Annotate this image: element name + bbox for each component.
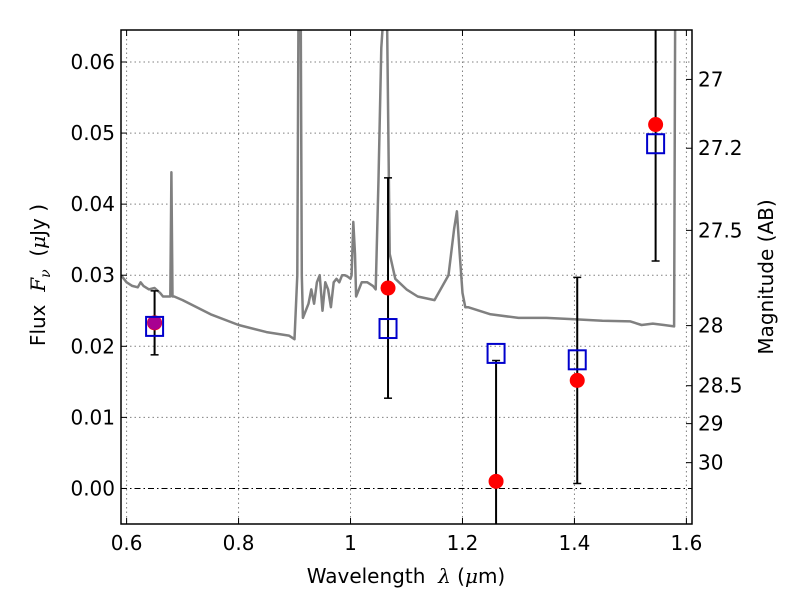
model-photometry-point xyxy=(567,349,587,371)
observed-points xyxy=(147,117,664,489)
y2-tick-label: 28.5 xyxy=(698,374,743,398)
model-photometry-point xyxy=(486,342,506,364)
y2-tick-label: 30 xyxy=(698,451,723,475)
y-axis-label: Flux Fν (μJy ) xyxy=(26,204,54,346)
y-tick-label: 0.06 xyxy=(70,50,115,74)
y-tick-label: 0.01 xyxy=(70,405,115,429)
y2-axis-label: Magnitude (AB) xyxy=(754,199,778,354)
y-tick-label: 0.03 xyxy=(70,263,115,287)
x-axis-label: Wavelength λ (μm) xyxy=(307,564,506,588)
model-spectrum xyxy=(121,30,677,341)
x-tick-label: 1 xyxy=(344,531,357,555)
y2-tick-label: 27 xyxy=(698,67,723,91)
model-photometry-point xyxy=(646,133,666,155)
x-tick-label: 0.8 xyxy=(223,531,255,555)
y2-tick-label: 28 xyxy=(698,314,723,338)
model-photometry-point xyxy=(378,318,398,340)
model-spectrum-line xyxy=(121,30,677,341)
y2-axis-ticks: 27 27.2 27.5 28 28.5 29 30 xyxy=(686,67,743,475)
y2-tick-label: 27.2 xyxy=(698,136,743,160)
observed-point xyxy=(648,117,664,133)
y-tick-label: 0.04 xyxy=(70,192,115,216)
y-axis-ticks: 0.00 0.01 0.02 0.03 0.04 0.05 0.06 xyxy=(70,50,127,500)
x-tick-label: 1.6 xyxy=(670,531,702,555)
x-tick-label: 0.6 xyxy=(111,531,143,555)
model-photometry-point xyxy=(145,315,165,337)
y-tick-label: 0.02 xyxy=(70,334,115,358)
overlap-point xyxy=(147,315,162,330)
observed-point xyxy=(569,372,585,388)
x-axis-ticks: 0.6 0.8 1 1.2 1.4 1.6 xyxy=(111,30,702,555)
y2-tick-label: 29 xyxy=(698,412,723,436)
y-tick-label: 0.00 xyxy=(70,476,115,500)
plot-frame xyxy=(120,29,693,525)
x-tick-label: 1.2 xyxy=(447,531,479,555)
observed-point xyxy=(488,473,504,489)
y-tick-label: 0.05 xyxy=(70,121,115,145)
x-tick-label: 1.4 xyxy=(559,531,591,555)
model-photometry-points xyxy=(145,133,666,371)
observed-point xyxy=(380,280,396,296)
y2-tick-label: 27.5 xyxy=(698,218,743,242)
